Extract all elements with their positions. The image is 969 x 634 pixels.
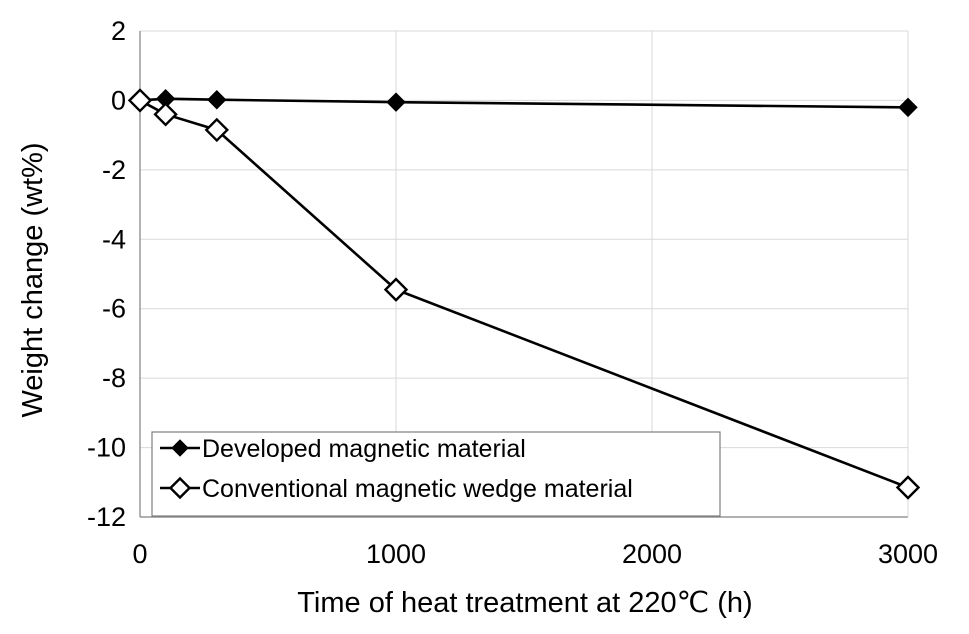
data-point	[895, 475, 921, 500]
x-tick-labels: 0 1000 2000 3000	[132, 539, 938, 569]
y-tick-label: -10	[87, 433, 126, 463]
filled-diamond-icon	[171, 439, 189, 457]
series-2	[127, 88, 921, 500]
data-point	[153, 102, 178, 127]
legend-label: Developed magnetic material	[202, 435, 526, 463]
x-tick-label: 2000	[622, 539, 682, 569]
legend-item: Developed magnetic material	[160, 435, 526, 463]
series-1	[130, 88, 918, 118]
y-tick-label: -12	[87, 502, 126, 532]
y-tick-label: 2	[111, 16, 126, 46]
series-group	[127, 88, 921, 500]
y-tick-label: -2	[102, 155, 126, 185]
x-tick-label: 1000	[366, 539, 426, 569]
legend-box	[151, 431, 721, 517]
y-tick-label: 0	[111, 85, 126, 115]
legend-label: Conventional magnetic wedge material	[202, 475, 633, 503]
data-point	[207, 90, 227, 110]
y-tick-label: -4	[102, 224, 126, 254]
series-line	[139, 99, 909, 489]
y-axis-title: Weight change (wt%)	[17, 142, 49, 417]
data-point	[127, 88, 153, 113]
data-point	[383, 277, 409, 302]
y-tick-labels: 2 0 -2 -4 -6 -8 -10 -12	[87, 16, 126, 532]
legend: Developed magnetic material Conventional …	[151, 431, 721, 517]
x-axis-title: Time of heat treatment at 220℃ (h)	[297, 587, 752, 619]
y-tick-label: -6	[102, 294, 126, 324]
legend-item: Conventional magnetic wedge material	[160, 475, 633, 503]
data-point	[386, 92, 406, 112]
x-tick-label: 3000	[878, 539, 938, 569]
data-point	[898, 97, 918, 118]
y-tick-label: -8	[102, 363, 126, 393]
x-tick-label: 0	[132, 539, 147, 569]
data-point	[204, 117, 229, 143]
open-diamond-icon	[168, 476, 192, 500]
